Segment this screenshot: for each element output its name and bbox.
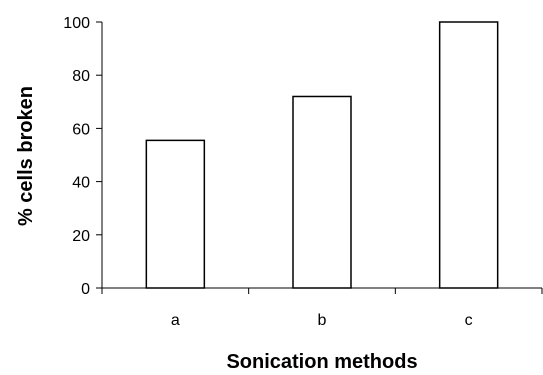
x-tick-label: b: [318, 312, 327, 329]
bar-c: [438, 21, 499, 289]
x-tick-label: c: [465, 312, 473, 329]
x-tick-label: a: [171, 312, 180, 329]
y-tick-label: 40: [72, 175, 90, 192]
y-tick-label: 60: [72, 121, 90, 138]
y-tick-label: 20: [72, 228, 90, 245]
bar-b: [292, 95, 352, 289]
bars-layer: [145, 21, 499, 289]
x-axis-title: Sonication methods: [226, 351, 417, 373]
y-tick-label: 80: [72, 68, 90, 85]
y-axis-title: % cells broken: [15, 86, 37, 226]
y-tick-label: 100: [63, 15, 90, 32]
labels-layer: 0 20 40 60 80 100 a b c: [63, 15, 472, 329]
bar-a: [145, 139, 206, 289]
y-tick-label: 0: [81, 281, 90, 298]
